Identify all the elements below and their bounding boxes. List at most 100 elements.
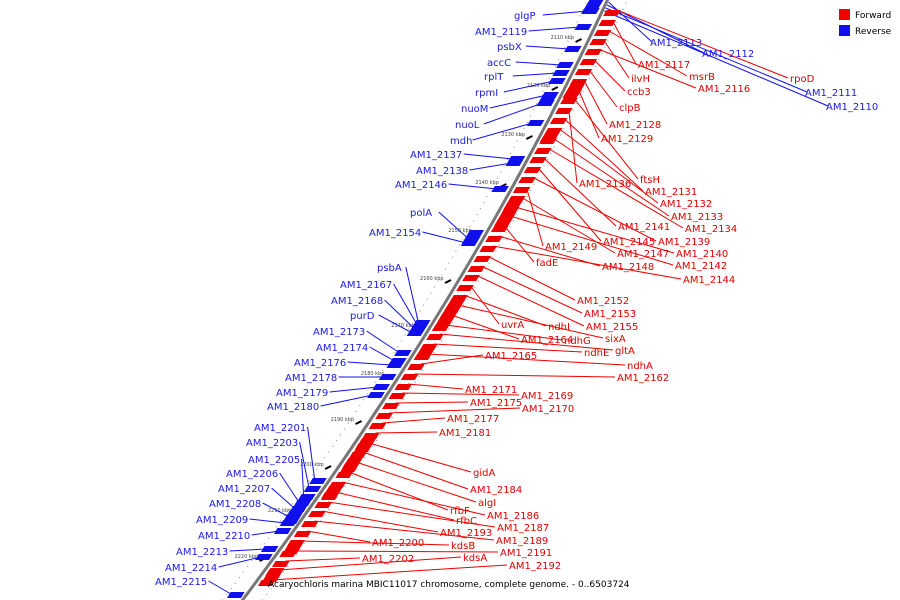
forward-gene-glyph: [479, 246, 497, 252]
reverse-gene-label-am1-2119: AM1_2119: [475, 27, 527, 38]
reverse-gene-label-am1-2167: AM1_2167: [340, 280, 392, 291]
forward-gene-label-am1-2181: AM1_2181: [439, 428, 491, 439]
forward-gene-label-am1-2152: AM1_2152: [577, 296, 629, 307]
forward-gene-label-am1-2184: AM1_2184: [470, 485, 522, 496]
reverse-gene-leader: [422, 231, 467, 244]
reverse-gene-label-am1-2111: AM1_2111: [805, 88, 857, 99]
reverse-gene-leader: [469, 162, 512, 171]
forward-gene-label-ilvh: ilvH: [631, 74, 650, 85]
forward-gene-leader: [480, 265, 583, 314]
forward-gene-leader: [271, 564, 508, 581]
reverse-gene-glyph: [581, 0, 604, 14]
forward-gene-glyph: [562, 84, 585, 98]
axis-tick-label: 2170 kbp: [391, 323, 415, 329]
forward-gene-leader: [334, 491, 455, 521]
forward-gene-leader: [531, 176, 657, 242]
axis-tick-label: 2130 kbp: [501, 132, 525, 138]
forward-gene-glyph: [435, 312, 458, 326]
forward-gene-leader: [427, 353, 626, 366]
reverse-gene-glyph: [574, 24, 593, 30]
forward-gene-label-am1-2131: AM1_2131: [645, 187, 697, 198]
forward-gene-glyph: [394, 384, 412, 390]
reverse-gene-glyph: [386, 362, 405, 368]
forward-gene-label-ccb3: ccb3: [627, 87, 651, 98]
reverse-gene-leader: [320, 394, 373, 407]
forward-gene-glyph: [400, 374, 419, 380]
forward-gene-leader: [348, 471, 449, 511]
reverse-gene-label-am1-2176: AM1_2176: [294, 358, 346, 369]
forward-gene-leader: [616, 9, 789, 79]
reverse-gene-label-am1-2138: AM1_2138: [416, 166, 468, 177]
forward-gene-glyph: [485, 236, 503, 242]
forward-gene-leader: [547, 147, 684, 229]
forward-gene-leader: [414, 373, 616, 378]
reverse-gene-leader: [463, 153, 514, 160]
axis-tick: [575, 38, 582, 43]
reverse-gene-label-am1-2110: AM1_2110: [826, 102, 878, 113]
forward-gene-label-algi: algI: [478, 498, 496, 509]
forward-gene-label-am1-2147: AM1_2147: [617, 249, 669, 260]
forward-gene-glyph: [353, 438, 377, 452]
axis-tick-label: 2180 kbp: [361, 371, 385, 377]
forward-gene-label-am1-2191: AM1_2191: [500, 548, 552, 559]
reverse-gene-label-glgp: glgP: [514, 11, 536, 22]
forward-gene-label-gida: gidA: [473, 468, 495, 479]
reverse-gene-leader: [218, 556, 261, 568]
axis-tick-label: 2210 kbp: [268, 508, 292, 514]
forward-gene-glyph: [426, 334, 444, 340]
reverse-gene-glyph: [564, 46, 582, 52]
reverse-gene-leader: [369, 346, 395, 362]
reverse-gene-leader: [542, 10, 588, 16]
forward-gene-label-am1-2148: AM1_2148: [602, 262, 654, 273]
forward-gene-leader: [321, 510, 439, 533]
reverse-gene-leader: [448, 183, 497, 190]
reverse-gene-label-mdh: mdh: [450, 136, 472, 147]
forward-gene-glyph: [301, 521, 319, 527]
forward-gene-leader: [300, 540, 450, 546]
forward-gene-label-am1-2117: AM1_2117: [638, 60, 690, 71]
forward-gene-leader: [475, 274, 585, 327]
forward-gene-glyph: [362, 433, 380, 439]
forward-gene-label-uvra: uvrA: [501, 320, 524, 331]
forward-gene-label-am1-2170: AM1_2170: [522, 404, 574, 415]
forward-gene-label-am1-2162: AM1_2162: [617, 373, 669, 384]
forward-gene-glyph: [340, 458, 363, 472]
forward-gene-glyph: [584, 49, 603, 55]
reverse-gene-leader: [393, 283, 418, 326]
reverse-gene-label-am1-2174: AM1_2174: [316, 343, 368, 354]
forward-gene-glyph: [503, 196, 526, 210]
forward-gene-glyph: [598, 20, 616, 26]
reverse-gene-glyph: [273, 528, 292, 534]
reverse-gene-glyph: [303, 486, 322, 492]
forward-gene-label-am1-2142: AM1_2142: [675, 261, 727, 272]
forward-gene-glyph: [368, 423, 387, 429]
reverse-gene-glyph: [309, 478, 327, 484]
reverse-gene-glyph: [526, 120, 545, 126]
reverse-gene-glyph: [556, 62, 574, 68]
reverse-gene-label-am1-2207: AM1_2207: [218, 484, 270, 495]
forward-gene-glyph: [529, 157, 547, 163]
reverse-gene-leader: [262, 502, 290, 518]
reverse-gene-glyph: [298, 494, 316, 500]
forward-gene-label-am1-2202: AM1_2202: [362, 554, 414, 565]
forward-gene-label-am1-2129: AM1_2129: [601, 134, 653, 145]
reverse-gene-glyph: [255, 554, 273, 560]
reverse-gene-label-am1-2180: AM1_2180: [267, 402, 319, 413]
reverse-gene-glyph: [282, 510, 305, 524]
forward-gene-leader: [285, 557, 361, 562]
forward-gene-glyph: [335, 472, 353, 478]
forward-gene-leader: [573, 97, 639, 180]
forward-gene-glyph: [518, 177, 536, 183]
reverse-gene-leader: [503, 80, 554, 93]
reverse-gene-label-psbx: psbX: [497, 42, 522, 53]
reverse-gene-leader: [249, 518, 286, 524]
forward-gene-label-kdsb: kdsB: [451, 541, 475, 552]
reverse-gene-leader: [329, 386, 379, 393]
forward-gene-glyph: [308, 511, 326, 517]
forward-gene-label-am1-2192: AM1_2192: [509, 561, 561, 572]
reverse-gene-glyph: [394, 350, 412, 356]
reverse-gene-label-nuom: nuoM: [461, 104, 488, 115]
forward-gene-label-am1-2165: AM1_2165: [485, 351, 537, 362]
forward-gene-glyph: [431, 325, 450, 331]
forward-gene-glyph: [314, 502, 332, 508]
